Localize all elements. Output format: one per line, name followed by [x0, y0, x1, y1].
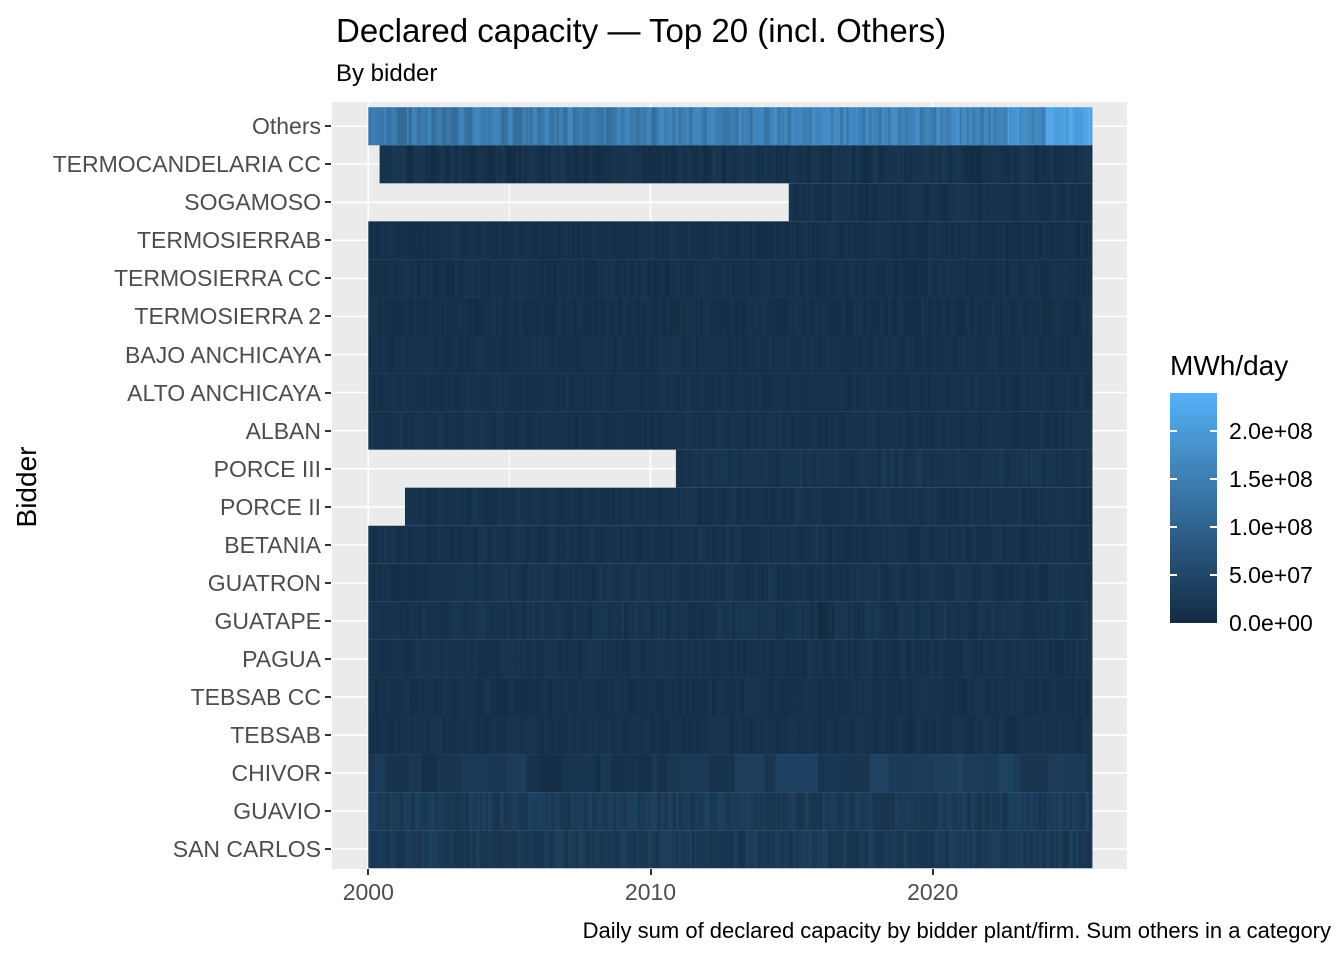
plot-subtitle: By bidder: [336, 60, 438, 87]
y-tick-mark: [325, 810, 331, 813]
x-tick-mark: [367, 869, 370, 875]
legend-tick-notch: [1170, 478, 1177, 481]
y-tick-mark: [325, 657, 331, 660]
y-tick-label: BAJO ANCHICAYA: [125, 341, 321, 368]
y-tick-mark: [325, 581, 331, 584]
y-tick-label: SAN CARLOS: [172, 836, 321, 863]
y-tick-label: GUATAPE: [214, 607, 322, 634]
y-tick-label: PORCE III: [213, 455, 321, 482]
y-tick-label: GUATRON: [207, 569, 321, 596]
legend-tick-label: 1.0e+08: [1229, 514, 1313, 541]
y-tick-label: TEBSAB CC: [190, 683, 321, 710]
y-tick-label: TERMOSIERRA CC: [113, 265, 321, 292]
y-tick-mark: [325, 543, 331, 546]
y-tick-label: GUAVIO: [233, 798, 321, 825]
x-tick-label: 2010: [624, 879, 677, 905]
legend-tick-label: 5.0e+07: [1229, 562, 1313, 589]
plot-panel: [332, 102, 1127, 869]
legend-tick-notch: [1210, 574, 1217, 577]
x-tick-label: 2000: [342, 879, 394, 905]
legend-title: MWh/day: [1170, 350, 1289, 381]
y-tick-mark: [325, 848, 331, 851]
y-tick-label: PAGUA: [242, 645, 321, 672]
legend-tick-notch: [1210, 526, 1217, 529]
plot-caption: Daily sum of declared capacity by bidder…: [582, 918, 1331, 943]
x-tick-mark: [649, 869, 652, 875]
legend-tick-notch: [1170, 526, 1177, 529]
y-tick-mark: [325, 391, 331, 394]
legend-tick-label: 2.0e+08: [1229, 418, 1313, 445]
y-tick-mark: [325, 277, 331, 280]
legend-colorbar: [1170, 393, 1217, 623]
y-tick-mark: [325, 695, 331, 698]
legend-tick-notch: [1210, 478, 1217, 481]
y-tick-mark: [325, 163, 331, 166]
y-tick-label: TERMOSIERRAB: [136, 227, 321, 254]
legend-tick-label: 0.0e+00: [1229, 610, 1313, 636]
y-tick-mark: [325, 201, 331, 204]
y-tick-mark: [325, 353, 331, 356]
y-tick-mark: [325, 619, 331, 622]
y-tick-mark: [325, 429, 331, 432]
legend-tick-label: 1.5e+08: [1229, 466, 1313, 493]
y-tick-label: TERMOCANDELARIA CC: [52, 151, 321, 178]
y-tick-label: CHIVOR: [231, 760, 321, 787]
y-tick-mark: [325, 505, 331, 508]
page-title: Declared capacity — Top 20 (incl. Others…: [336, 12, 947, 49]
y-tick-label: PORCE II: [220, 493, 321, 520]
y-tick-mark: [325, 239, 331, 242]
y-tick-label: SOGAMOSO: [184, 189, 321, 216]
y-tick-mark: [325, 315, 331, 318]
x-tick-mark: [931, 869, 934, 875]
y-tick-mark: [325, 125, 331, 128]
y-tick-label: BETANIA: [224, 531, 321, 558]
y-tick-mark: [325, 772, 331, 775]
legend-tick-notch: [1170, 430, 1177, 433]
x-tick-label: 2020: [907, 879, 959, 905]
y-tick-label: Others: [251, 113, 321, 140]
y-tick-label: TERMOSIERRA 2: [134, 303, 321, 330]
y-tick-mark: [325, 734, 331, 737]
y-tick-mark: [325, 467, 331, 470]
y-tick-label: ALTO ANCHICAYA: [127, 379, 321, 406]
y-tick-label: TEBSAB: [230, 722, 321, 749]
legend-tick-notch: [1210, 430, 1217, 433]
y-tick-label: ALBAN: [245, 417, 321, 444]
legend-tick-notch: [1170, 574, 1177, 577]
heatmap-canvas: [332, 102, 1127, 869]
